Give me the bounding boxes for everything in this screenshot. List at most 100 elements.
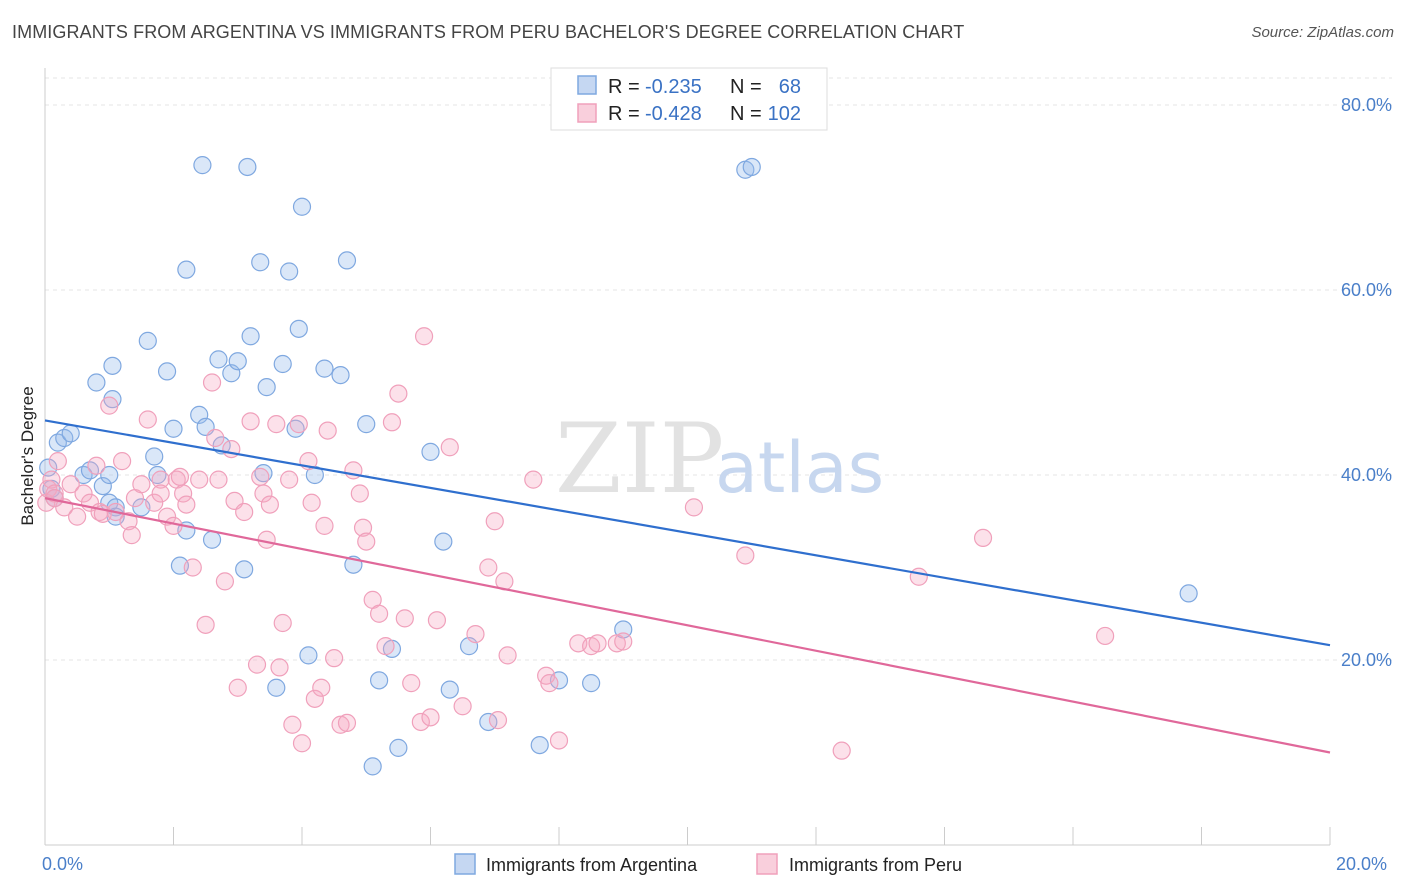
- peru-point-29: [183, 558, 202, 577]
- peru-point-91: [588, 634, 607, 653]
- peru-point-95: [736, 546, 755, 565]
- peru-point-31: [196, 615, 215, 634]
- peru-point-6: [61, 475, 80, 494]
- stats-legend-frame: [550, 67, 828, 131]
- peru-point-75: [421, 708, 440, 727]
- stats-n-value-argentina: 68: [779, 76, 801, 98]
- argentina-point-56: [421, 442, 440, 461]
- peru-point-76: [427, 611, 447, 630]
- stats-n-label-argentina: N =: [730, 76, 762, 98]
- argentina-point-58: [440, 680, 459, 699]
- stats-n-label-peru: N =: [730, 103, 762, 125]
- peru-point-39: [235, 502, 254, 522]
- peru-point-8: [74, 484, 93, 503]
- argentina-point-21: [164, 419, 183, 438]
- peru-point-72: [402, 674, 421, 693]
- legend-swatch-peru: [756, 853, 778, 875]
- stats-n-value-peru: 102: [768, 103, 801, 125]
- argentina-point-38: [257, 378, 276, 397]
- series-legend: Immigrants from Argentina Immigrants fro…: [454, 853, 962, 875]
- peru-point-34: [209, 470, 228, 489]
- peru-point-98: [973, 528, 993, 548]
- argentina-point-19: [145, 447, 164, 466]
- peru-point-68: [376, 637, 395, 656]
- peru-point-63: [350, 484, 369, 503]
- peru-point-71: [395, 609, 414, 628]
- stats-swatch-argentina: [577, 75, 597, 95]
- peru-point-59: [325, 649, 344, 668]
- peru-point-49: [280, 470, 299, 489]
- peru-point-74: [414, 327, 434, 346]
- peru-point-21: [145, 493, 164, 512]
- peru-point-99: [1096, 626, 1115, 646]
- argentina-point-24: [177, 260, 196, 279]
- argentina-point-67: [1179, 584, 1198, 603]
- peru-point-27: [174, 484, 193, 503]
- argentina-point-20: [157, 362, 177, 381]
- peru-point-48: [273, 613, 292, 633]
- argentina-trend-line: [44, 419, 1331, 647]
- peru-point-54: [302, 493, 321, 512]
- peru-point-22: [151, 470, 170, 489]
- peru-point-96: [832, 741, 851, 760]
- argentina-point-5: [61, 424, 80, 443]
- y-tick-label-40: 40.0%: [1341, 465, 1392, 485]
- peru-point-65: [357, 532, 376, 551]
- data-points: [37, 156, 1198, 776]
- argentina-point-32: [228, 352, 247, 371]
- peru-point-26: [170, 467, 190, 486]
- y-tick-label-20: 20.0%: [1341, 650, 1392, 670]
- argentina-point-36: [251, 253, 270, 272]
- peru-point-81: [485, 512, 504, 531]
- argentina-point-53: [370, 671, 389, 690]
- peru-point-38: [228, 678, 247, 697]
- argentina-point-63: [582, 674, 601, 693]
- peru-point-84: [498, 646, 517, 665]
- peru-point-33: [206, 428, 225, 448]
- peru-point-94: [684, 498, 704, 517]
- stats-r-label-argentina: R =: [608, 76, 640, 98]
- peru-point-35: [215, 572, 234, 591]
- y-tick-label-80: 80.0%: [1341, 95, 1392, 115]
- peru-point-77: [440, 438, 459, 457]
- argentina-point-35: [241, 327, 260, 346]
- argentina-point-41: [280, 262, 299, 281]
- y-tick-label-60: 60.0%: [1341, 280, 1392, 300]
- peru-point-58: [318, 421, 337, 440]
- stats-swatch-peru: [577, 103, 597, 123]
- argentina-point-28: [202, 530, 222, 549]
- argentina-point-17: [138, 331, 157, 350]
- peru-point-78: [453, 697, 472, 716]
- peru-point-24: [164, 516, 183, 535]
- watermark: ZIP atlas: [555, 403, 884, 515]
- legend-label-argentina: Immigrants from Argentina: [486, 855, 698, 875]
- peru-point-16: [119, 512, 138, 531]
- peru-point-45: [260, 495, 279, 514]
- argentina-point-15: [103, 356, 122, 375]
- peru-trend-line: [44, 497, 1331, 754]
- argentina-point-66: [742, 157, 761, 177]
- peru-point-73: [411, 712, 430, 732]
- argentina-point-48: [331, 366, 350, 385]
- argentina-point-51: [357, 415, 376, 434]
- x-tick-label-min: 0.0%: [42, 854, 83, 874]
- argentina-point-39: [267, 678, 286, 697]
- peru-point-13: [100, 396, 119, 415]
- peru-point-93: [614, 632, 633, 651]
- stats-legend: R = -0.235 N = 68 R = -0.428 N = 102: [550, 67, 828, 131]
- peru-point-80: [479, 558, 498, 577]
- peru-point-55: [305, 689, 324, 708]
- peru-point-41: [247, 655, 267, 674]
- peru-point-43: [254, 484, 273, 503]
- stats-r-value-argentina: -0.235: [645, 76, 702, 98]
- argentina-point-13: [100, 465, 119, 485]
- peru-point-10: [87, 456, 106, 475]
- argentina-point-26: [193, 156, 212, 175]
- stats-r-label-peru: R =: [608, 103, 640, 125]
- argentina-point-29: [209, 350, 228, 369]
- peru-point-97: [909, 567, 928, 586]
- argentina-point-52: [363, 757, 382, 776]
- argentina-point-40: [273, 354, 292, 374]
- argentina-point-34: [238, 157, 257, 177]
- peru-point-92: [607, 634, 626, 653]
